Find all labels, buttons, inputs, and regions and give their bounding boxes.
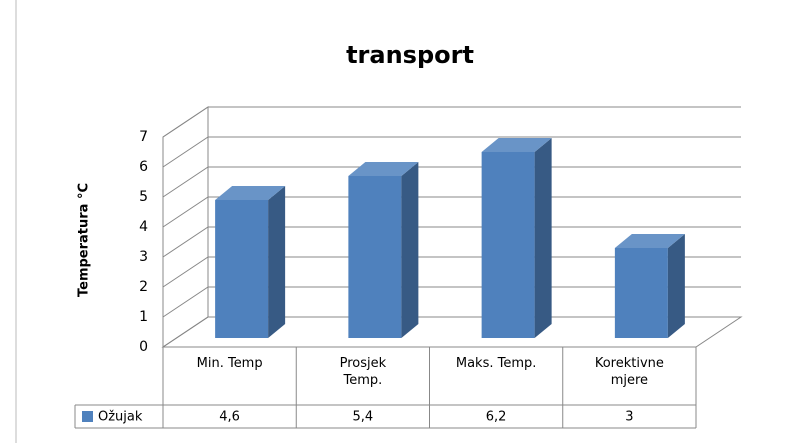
grid-line [162,166,741,198]
bar-front [215,200,269,338]
bar [614,234,685,338]
table-value: 3 [625,410,633,425]
grid-line [162,316,741,348]
bar-front [614,248,668,338]
bar-side [268,186,286,338]
x-tick-label: Korektivne mjere [594,356,664,388]
bar-side [534,138,552,338]
y-tick-label: 2 [139,279,148,295]
bar-top [348,162,419,176]
bar [481,138,552,338]
y-tick-label: 4 [139,219,148,235]
grid-line [162,256,741,288]
bar-top [215,186,286,200]
table-value: 5,4 [353,410,374,425]
y-tick-label: 6 [139,159,148,175]
bar-front [481,152,535,338]
bar-front [348,176,402,338]
grid-line [162,196,741,228]
bar-side [401,162,419,338]
grid-line [162,136,741,168]
grid-line [162,286,741,318]
grid-line [162,106,741,138]
y-axis-label: Temperatura °C [77,183,92,297]
x-tick-label-box: Maks. Temp. [455,356,537,371]
bar [215,186,286,338]
x-tick-label: Prosjek Temp. [339,356,387,388]
x-tick-label-box: Korektivne mjere [594,356,664,388]
bar-top [614,234,685,248]
table-value: 6,2 [486,410,507,425]
table-value: 4,6 [219,410,240,425]
y-tick-label: 7 [139,129,148,145]
y-tick-label: 5 [139,189,148,205]
x-tick-label-box: Prosjek Temp. [339,356,387,388]
bar-top [481,138,552,152]
legend-swatch [82,411,93,422]
x-tick-label: Maks. Temp. [455,356,537,371]
bar-side [667,234,685,338]
y-tick-label: 3 [139,249,148,265]
chart-title: transport [346,41,474,69]
y-tick-label: 0 [139,339,148,355]
x-tick-label: Min. Temp [196,356,263,371]
y-tick-label: 1 [139,309,148,325]
bar [348,162,419,338]
grid-line [162,226,741,258]
legend-label: Ožujak [98,410,143,425]
x-tick-label-box: Min. Temp [196,356,263,371]
side-wall [162,106,209,348]
